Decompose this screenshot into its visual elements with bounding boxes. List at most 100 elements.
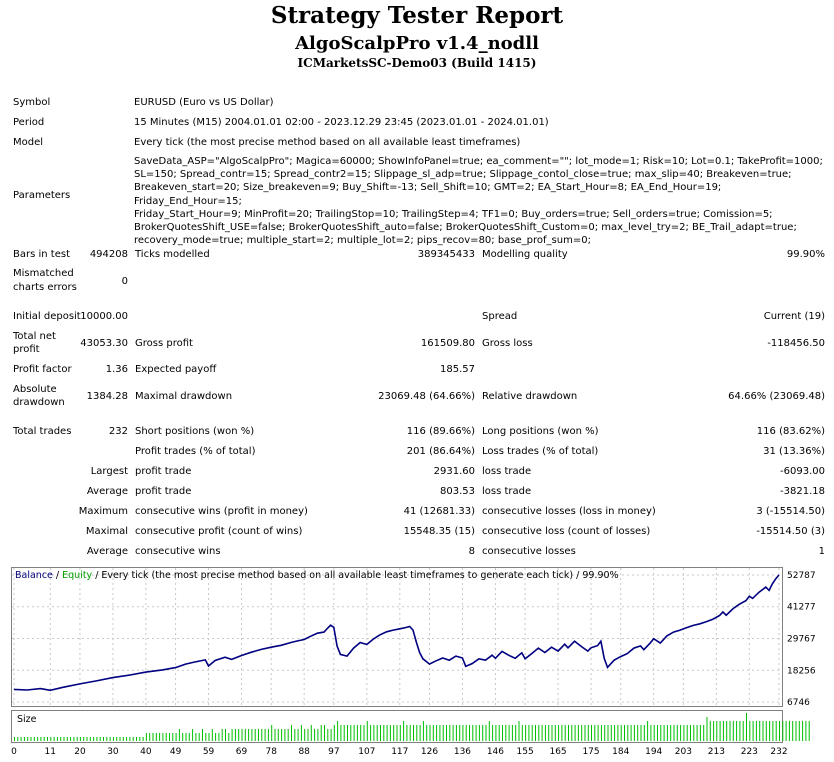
max-consec-wins-label: consecutive wins (profit in money) xyxy=(135,506,308,517)
size-bar xyxy=(571,725,573,741)
size-bar xyxy=(360,725,362,741)
size-bar xyxy=(63,737,65,741)
size-bar xyxy=(627,725,629,741)
size-bar xyxy=(277,729,279,741)
size-bar xyxy=(373,725,375,741)
size-bar xyxy=(96,737,98,741)
size-bar xyxy=(300,725,302,741)
size-bar xyxy=(27,737,29,741)
size-bar xyxy=(86,737,88,741)
size-bar xyxy=(568,725,569,741)
size-bar xyxy=(83,737,85,741)
size-bar xyxy=(294,729,296,741)
size-bar xyxy=(152,733,154,741)
size-bar xyxy=(808,721,810,741)
abs-dd-value: 1384.28 xyxy=(86,391,128,402)
size-bar xyxy=(79,737,81,741)
size-bar xyxy=(600,725,602,741)
size-bar xyxy=(666,725,668,741)
period-label: Period xyxy=(13,117,45,128)
avg-consec-losses-label: consecutive losses xyxy=(482,546,576,557)
average-profit-label: profit trade xyxy=(135,486,192,497)
size-bar xyxy=(647,721,649,741)
size-bar xyxy=(676,725,678,741)
x-tick-label: 97 xyxy=(328,747,339,757)
size-bar xyxy=(251,729,253,741)
size-bar xyxy=(788,721,790,741)
size-bar xyxy=(620,725,622,741)
size-bar xyxy=(772,721,774,741)
size-bar xyxy=(347,725,348,741)
size-bar xyxy=(574,725,576,741)
legend-separator: / xyxy=(53,570,62,581)
y-tick-label: 18256 xyxy=(787,666,816,676)
size-bar xyxy=(172,733,174,741)
short-positions-label: Short positions (won %) xyxy=(135,426,255,437)
parameters-value: SaveData_ASP="AlgoScalpPro"; Magica=6000… xyxy=(134,155,824,247)
size-bar xyxy=(690,725,691,741)
size-bar xyxy=(60,737,62,741)
x-tick-label: 20 xyxy=(74,747,86,757)
x-tick-label: 69 xyxy=(236,747,248,757)
size-bar xyxy=(370,725,372,741)
balance-chart-svg: 52787 41277 29767 18256 6746 Balance / Equit… xyxy=(11,567,816,743)
maximal-label: Maximal xyxy=(85,526,128,537)
size-bar xyxy=(340,725,342,741)
size-bar xyxy=(297,729,299,741)
size-bar xyxy=(221,729,223,741)
deposit-value: 10000.00 xyxy=(80,311,128,322)
size-bar xyxy=(795,721,797,741)
size-bar xyxy=(475,725,477,741)
size-bar xyxy=(403,721,405,741)
max-dd-value: 23069.48 (64.66%) xyxy=(378,391,475,402)
size-bar xyxy=(409,725,411,741)
size-bar xyxy=(597,725,599,741)
size-bar xyxy=(234,729,236,741)
size-bar xyxy=(802,721,804,741)
size-bar xyxy=(657,725,658,741)
x-tick-label: 155 xyxy=(517,747,534,757)
profit-trades-value: 201 (86.64%) xyxy=(406,446,475,457)
mismatch-label-1: Mismatched xyxy=(13,268,74,279)
maximum-label: Maximum xyxy=(78,506,128,517)
x-tick-label: 11 xyxy=(45,747,56,757)
size-bar xyxy=(136,737,137,741)
size-bar xyxy=(106,737,108,741)
size-bar xyxy=(122,737,124,741)
size-bar xyxy=(314,729,316,741)
x-tick-label: 117 xyxy=(391,747,408,757)
size-bar xyxy=(185,733,187,741)
average-profit-value: 803.53 xyxy=(440,486,475,497)
x-tick-label: 78 xyxy=(265,747,277,757)
expected-payoff-label: Expected payoff xyxy=(135,364,217,375)
deposit-label: Initial deposit xyxy=(13,311,81,322)
rel-dd-value: 64.66% (23069.48) xyxy=(728,391,825,402)
size-bar xyxy=(591,725,592,741)
size-bar xyxy=(607,725,609,741)
gross-loss-value: -118456.50 xyxy=(767,338,825,349)
size-bar xyxy=(446,725,447,741)
size-bar xyxy=(43,737,45,741)
size-bar xyxy=(604,725,606,741)
parameters-line: SaveData_ASP="AlgoScalpPro"; Magica=6000… xyxy=(134,156,823,167)
x-tick-label: 175 xyxy=(582,747,599,757)
expected-payoff-value: 185.57 xyxy=(440,364,475,375)
size-bar xyxy=(515,725,517,741)
size-bar xyxy=(132,737,134,741)
size-bar xyxy=(241,729,243,741)
size-bar xyxy=(356,725,358,741)
size-bar xyxy=(386,725,388,741)
size-bar xyxy=(551,725,553,741)
size-bar xyxy=(729,721,731,741)
size-bar xyxy=(396,725,398,741)
size-bar xyxy=(541,725,543,741)
spread-label: Spread xyxy=(482,311,518,322)
parameters-line: Friday_Start_Hour=9; MinProfit=20; Trail… xyxy=(134,208,773,220)
size-bar xyxy=(699,725,701,741)
size-bar xyxy=(521,725,523,741)
size-bar xyxy=(752,721,754,741)
size-bar xyxy=(99,737,101,741)
size-bar xyxy=(350,725,352,741)
size-bar xyxy=(544,725,546,741)
size-bar xyxy=(502,725,503,741)
